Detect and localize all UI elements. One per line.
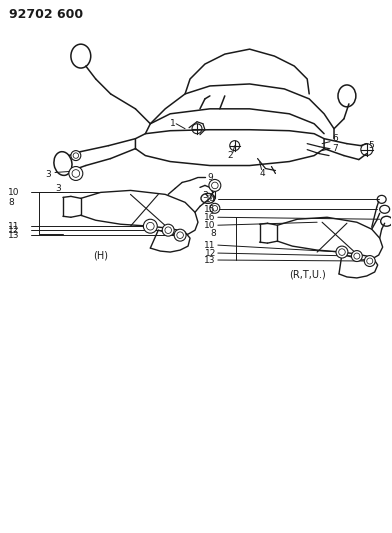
Text: 10: 10 bbox=[204, 221, 216, 230]
Text: 11: 11 bbox=[204, 240, 216, 249]
Text: 8: 8 bbox=[8, 198, 14, 207]
Text: 13: 13 bbox=[8, 231, 20, 240]
Text: 16: 16 bbox=[204, 213, 216, 222]
Circle shape bbox=[209, 180, 221, 191]
Circle shape bbox=[174, 229, 186, 241]
Circle shape bbox=[143, 219, 157, 233]
Text: 14: 14 bbox=[205, 195, 216, 204]
Text: 9: 9 bbox=[207, 173, 213, 182]
Text: 2: 2 bbox=[228, 151, 233, 160]
Text: 10: 10 bbox=[8, 188, 20, 197]
Text: 3: 3 bbox=[55, 184, 61, 193]
Text: (H): (H) bbox=[93, 250, 108, 260]
Text: 3: 3 bbox=[45, 170, 51, 179]
Text: 12: 12 bbox=[8, 225, 20, 235]
Text: 5: 5 bbox=[369, 141, 374, 150]
Circle shape bbox=[162, 224, 174, 236]
Circle shape bbox=[364, 255, 375, 266]
Circle shape bbox=[69, 166, 83, 181]
Circle shape bbox=[351, 251, 362, 262]
Text: 6: 6 bbox=[332, 134, 338, 143]
Text: 1: 1 bbox=[170, 119, 176, 128]
Circle shape bbox=[336, 246, 348, 258]
Text: 8: 8 bbox=[210, 229, 216, 238]
Text: (R,T,U.): (R,T,U.) bbox=[289, 270, 326, 280]
Circle shape bbox=[71, 151, 81, 160]
Text: 12: 12 bbox=[205, 248, 216, 257]
Text: 15: 15 bbox=[204, 205, 216, 214]
Text: 7: 7 bbox=[332, 144, 338, 153]
Text: 92702 600: 92702 600 bbox=[9, 8, 83, 21]
Text: 3: 3 bbox=[202, 191, 208, 200]
Text: 4: 4 bbox=[260, 169, 265, 178]
Text: 11: 11 bbox=[8, 222, 20, 231]
Circle shape bbox=[210, 203, 220, 213]
Text: 13: 13 bbox=[204, 255, 216, 264]
